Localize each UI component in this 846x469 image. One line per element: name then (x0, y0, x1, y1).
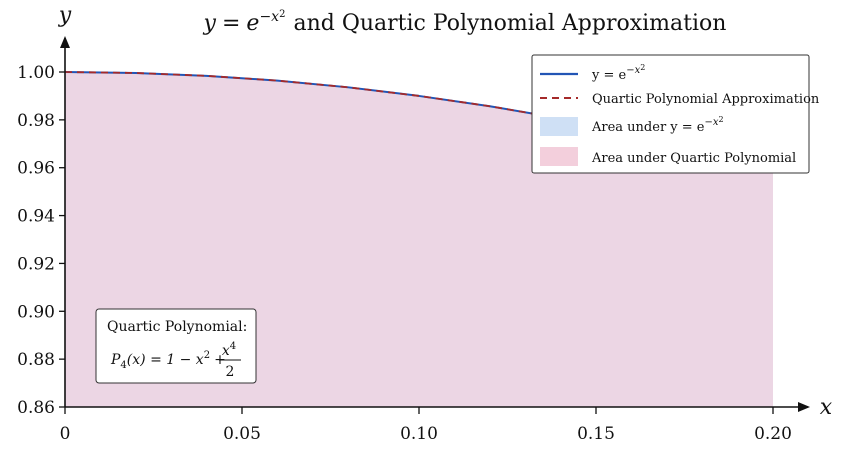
ticks-layer: 0 0.05 0.10 0.15 0.20 0.86 0.88 0.90 0.92 0.94 0.9… (17, 63, 792, 444)
legend-gauss-area-exp-pow: 2 (719, 115, 724, 124)
legend-quartic-area-label: Area under Quartic Polynomial (591, 151, 796, 166)
legend-gauss-exp-pow: 2 (640, 63, 645, 72)
x-tick-label: 0 (60, 424, 71, 444)
legend-gauss-exp: −x (626, 65, 640, 76)
formula-denominator: 2 (226, 364, 235, 380)
y-tick-label: 0.86 (17, 398, 55, 418)
y-tick-label: 0.88 (17, 350, 55, 370)
x-tick-label: 0.20 (754, 424, 792, 444)
y-axis-label: y (58, 3, 72, 28)
title-base: e (246, 11, 259, 36)
x-tick-label: 0.05 (223, 424, 261, 444)
y-tick-label: 0.96 (17, 159, 55, 179)
y-tick-label: 1.00 (17, 63, 55, 83)
legend-quartic-area-swatch (540, 147, 578, 166)
legend: y = e−x2 Quartic Polynomial Approximatio… (531, 54, 820, 174)
chart-title: y = e−x2 and Quartic Polynomial Approximati… (203, 9, 727, 36)
formula-args: (x) = 1 − x (127, 352, 204, 368)
formula-num: x (222, 343, 230, 359)
formula-sub: 4 (120, 360, 126, 371)
legend-gauss-area-swatch (540, 117, 578, 136)
x-axis-label: x (820, 395, 833, 420)
legend-gauss-text: y = e (591, 68, 627, 83)
legend-quartic-label: Quartic Polynomial Approximation (592, 92, 820, 107)
formula-annotation: Quartic Polynomial: P4(x) = 1 − x2 + x4 2 (95, 308, 257, 384)
formula-num-pow: 4 (230, 341, 236, 352)
y-tick-label: 0.92 (17, 254, 55, 274)
legend-gauss-area-exp: −x (704, 117, 718, 128)
legend-box (531, 54, 810, 174)
legend-gauss-label: y = e−x2 (591, 63, 645, 83)
title-rest: and Quartic Polynomial Approximation (293, 11, 726, 36)
x-tick-label: 0.15 (577, 424, 615, 444)
legend-gauss-area-label: Area under y = e−x2 (591, 115, 724, 135)
title-exp-pow: 2 (279, 9, 285, 20)
formula-p: P (110, 352, 121, 368)
y-tick-label: 0.94 (17, 207, 55, 227)
legend-gauss-area-text: Area under y = e (591, 120, 705, 135)
title-lhs: y (203, 11, 217, 36)
formula-box (95, 308, 257, 384)
formula-numerator: x4 (222, 341, 236, 359)
formula-heading: Quartic Polynomial: (107, 319, 247, 335)
formula-sq: 2 (204, 350, 210, 361)
title-eq: = (222, 11, 240, 36)
y-tick-label: 0.90 (17, 302, 55, 322)
title-exp: −x (259, 9, 279, 25)
y-tick-label: 0.98 (17, 111, 55, 131)
x-tick-label: 0.10 (400, 424, 438, 444)
